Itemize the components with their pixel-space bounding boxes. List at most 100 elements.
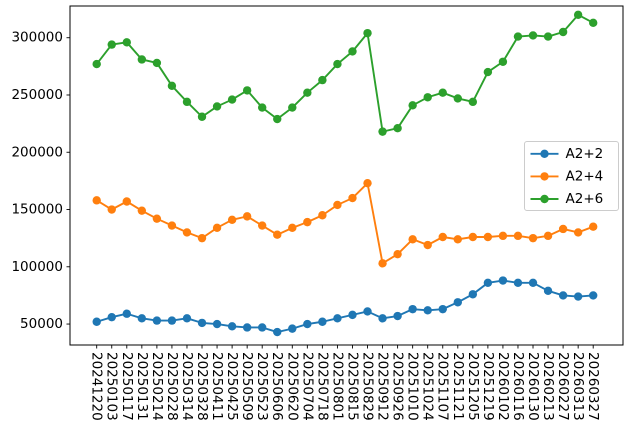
series-marker-A2+2 bbox=[92, 317, 101, 326]
x-tick-label: 20250425 bbox=[224, 352, 240, 421]
series-marker-A2+6 bbox=[182, 97, 192, 107]
series-marker-A2+4 bbox=[528, 233, 538, 243]
series-marker-A2+6 bbox=[453, 94, 462, 103]
series-marker-A2+2 bbox=[393, 311, 402, 321]
series-marker-A2+4 bbox=[408, 235, 417, 244]
series-marker-A2+2 bbox=[107, 312, 116, 322]
series-marker-A2+4 bbox=[438, 232, 447, 242]
x-tick-label: 20260130 bbox=[525, 352, 541, 421]
x-tick-label: 20250314 bbox=[179, 352, 195, 421]
x-tick-label: 20250509 bbox=[239, 352, 255, 421]
series-marker-A2+6 bbox=[122, 38, 131, 47]
series-marker-A2+2 bbox=[122, 309, 131, 318]
series-marker-A2+4 bbox=[558, 224, 568, 234]
y-tick-label: 250000 bbox=[11, 87, 63, 103]
x-tick-label: 20250214 bbox=[149, 352, 165, 421]
series-marker-A2+2 bbox=[589, 291, 598, 300]
legend-entry-label: A2+4 bbox=[566, 168, 604, 184]
x-tick-label: 20251121 bbox=[450, 352, 466, 421]
series-marker-A2+2 bbox=[453, 298, 462, 307]
legend-entry-label: A2+2 bbox=[566, 146, 604, 162]
series-marker-A2+4 bbox=[423, 240, 432, 250]
series-marker-A2+2 bbox=[558, 291, 568, 300]
series-marker-A2+4 bbox=[122, 197, 131, 206]
series-marker-A2+2 bbox=[363, 307, 372, 316]
y-axis: 50000 100000 150000 200000 250000 300000 bbox=[11, 30, 70, 332]
series-marker-A2+6 bbox=[318, 75, 327, 85]
series-marker-A2+2 bbox=[498, 276, 508, 285]
series-line-A2+4 bbox=[95, 182, 595, 265]
legend-sample-marker bbox=[540, 194, 549, 204]
y-tick-label: 50000 bbox=[20, 316, 63, 332]
x-tick-label: 20251205 bbox=[465, 352, 481, 421]
series-marker-A2+2 bbox=[227, 322, 237, 331]
series-marker-A2+2 bbox=[333, 314, 342, 323]
series-A2+2 bbox=[92, 276, 598, 337]
x-tick-label: 20251010 bbox=[405, 352, 421, 421]
series-marker-A2+4 bbox=[513, 231, 523, 241]
series-marker-A2+2 bbox=[573, 292, 583, 301]
series-marker-A2+6 bbox=[333, 59, 342, 69]
y-tick-label: 200000 bbox=[11, 144, 63, 160]
series-marker-A2+2 bbox=[513, 278, 523, 288]
series-marker-A2+6 bbox=[288, 103, 297, 112]
x-tick-label: 20250718 bbox=[314, 352, 330, 421]
x-axis: 20241220 20250103 20250117 20250131 20250214… bbox=[89, 345, 601, 421]
series-marker-A2+4 bbox=[453, 235, 462, 244]
x-tick-label: 20250411 bbox=[209, 352, 225, 421]
series-marker-A2+6 bbox=[573, 10, 583, 20]
x-tick-label: 20250523 bbox=[254, 352, 270, 421]
x-tick-label: 20260327 bbox=[585, 352, 601, 421]
series-marker-A2+6 bbox=[468, 97, 478, 107]
series-marker-A2+6 bbox=[483, 67, 493, 77]
series-marker-A2+6 bbox=[363, 28, 372, 38]
series-marker-A2+2 bbox=[137, 314, 147, 323]
series-marker-A2+4 bbox=[212, 223, 222, 233]
x-tick-label: 20250131 bbox=[134, 352, 150, 421]
series-marker-A2+2 bbox=[423, 306, 432, 315]
series-A2+4 bbox=[92, 178, 598, 268]
y-tick-label: 300000 bbox=[11, 30, 63, 46]
x-tick-label: 20250606 bbox=[269, 352, 285, 421]
series-marker-A2+4 bbox=[468, 232, 478, 242]
series-marker-A2+4 bbox=[137, 206, 147, 215]
series-marker-A2+6 bbox=[303, 88, 312, 97]
x-tick-label: 20241220 bbox=[89, 352, 105, 421]
series-marker-A2+2 bbox=[318, 317, 327, 326]
x-tick-label: 20260313 bbox=[570, 352, 586, 421]
x-tick-label: 20260227 bbox=[555, 352, 571, 421]
legend: A2+2 A2+4 A2+6 bbox=[524, 141, 619, 211]
series-marker-A2+4 bbox=[167, 221, 177, 230]
plot-border bbox=[69, 5, 624, 346]
series-marker-A2+6 bbox=[167, 81, 177, 91]
series-marker-A2+2 bbox=[348, 310, 357, 320]
x-tick-label: 20250704 bbox=[299, 352, 315, 421]
series-marker-A2+6 bbox=[227, 95, 237, 104]
series-marker-A2+6 bbox=[378, 127, 387, 136]
series-marker-A2+6 bbox=[348, 47, 357, 56]
series-marker-A2+6 bbox=[152, 58, 162, 68]
series-marker-A2+2 bbox=[167, 316, 177, 325]
x-tick-label: 20250926 bbox=[390, 352, 406, 421]
series-marker-A2+4 bbox=[318, 211, 327, 220]
series-marker-A2+6 bbox=[107, 40, 116, 49]
series-marker-A2+4 bbox=[303, 217, 312, 227]
y-tick-label: 150000 bbox=[11, 202, 63, 218]
series-marker-A2+6 bbox=[558, 27, 568, 37]
y-tick-label: 100000 bbox=[11, 259, 63, 275]
series-marker-A2+4 bbox=[378, 259, 387, 268]
series-marker-A2+2 bbox=[197, 318, 207, 328]
series-marker-A2+2 bbox=[288, 324, 297, 333]
series-marker-A2+6 bbox=[423, 93, 432, 102]
series-marker-A2+4 bbox=[393, 249, 402, 259]
x-tick-label: 20250801 bbox=[329, 352, 345, 421]
series-marker-A2+2 bbox=[273, 327, 282, 337]
series-marker-A2+2 bbox=[543, 286, 553, 296]
series-marker-A2+6 bbox=[589, 18, 598, 28]
x-tick-label: 20251219 bbox=[480, 352, 496, 421]
series-marker-A2+4 bbox=[107, 205, 116, 214]
series-marker-A2+4 bbox=[197, 233, 207, 243]
series-marker-A2+6 bbox=[212, 102, 222, 111]
series-line-A2+2 bbox=[95, 279, 595, 334]
